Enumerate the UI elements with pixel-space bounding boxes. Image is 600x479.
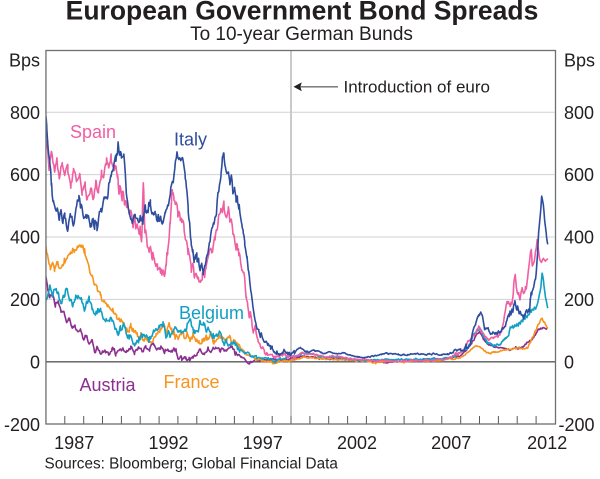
svg-text:-200: -200 [559, 415, 595, 435]
svg-text:400: 400 [10, 228, 40, 248]
svg-text:2012: 2012 [527, 433, 567, 453]
svg-text:Austria: Austria [80, 375, 137, 395]
svg-text:Introduction of euro: Introduction of euro [344, 78, 490, 97]
svg-text:800: 800 [564, 103, 594, 123]
svg-text:Sources: Bloomberg; Global Fin: Sources: Bloomberg; Global Financial Dat… [45, 455, 339, 472]
svg-text:1987: 1987 [54, 433, 94, 453]
svg-text:0: 0 [564, 352, 574, 372]
svg-text:Spain: Spain [70, 122, 116, 142]
svg-text:600: 600 [564, 165, 594, 185]
svg-text:Italy: Italy [174, 129, 207, 149]
svg-text:1992: 1992 [148, 433, 188, 453]
svg-text:Bps: Bps [9, 51, 40, 71]
svg-text:1997: 1997 [243, 433, 283, 453]
svg-text:-200: -200 [4, 415, 40, 435]
svg-text:200: 200 [564, 290, 594, 310]
svg-text:European Government Bond Sprea: European Government Bond Spreads [66, 0, 539, 26]
svg-text:400: 400 [564, 228, 594, 248]
svg-text:200: 200 [10, 290, 40, 310]
svg-text:0: 0 [30, 352, 40, 372]
svg-text:2002: 2002 [337, 433, 377, 453]
svg-text:France: France [164, 372, 220, 392]
svg-text:800: 800 [10, 103, 40, 123]
svg-text:600: 600 [10, 165, 40, 185]
svg-text:Bps: Bps [564, 51, 595, 71]
svg-text:Belgium: Belgium [179, 303, 244, 323]
svg-text:2007: 2007 [431, 433, 471, 453]
svg-text:To 10-year German Bunds: To 10-year German Bunds [190, 24, 413, 45]
